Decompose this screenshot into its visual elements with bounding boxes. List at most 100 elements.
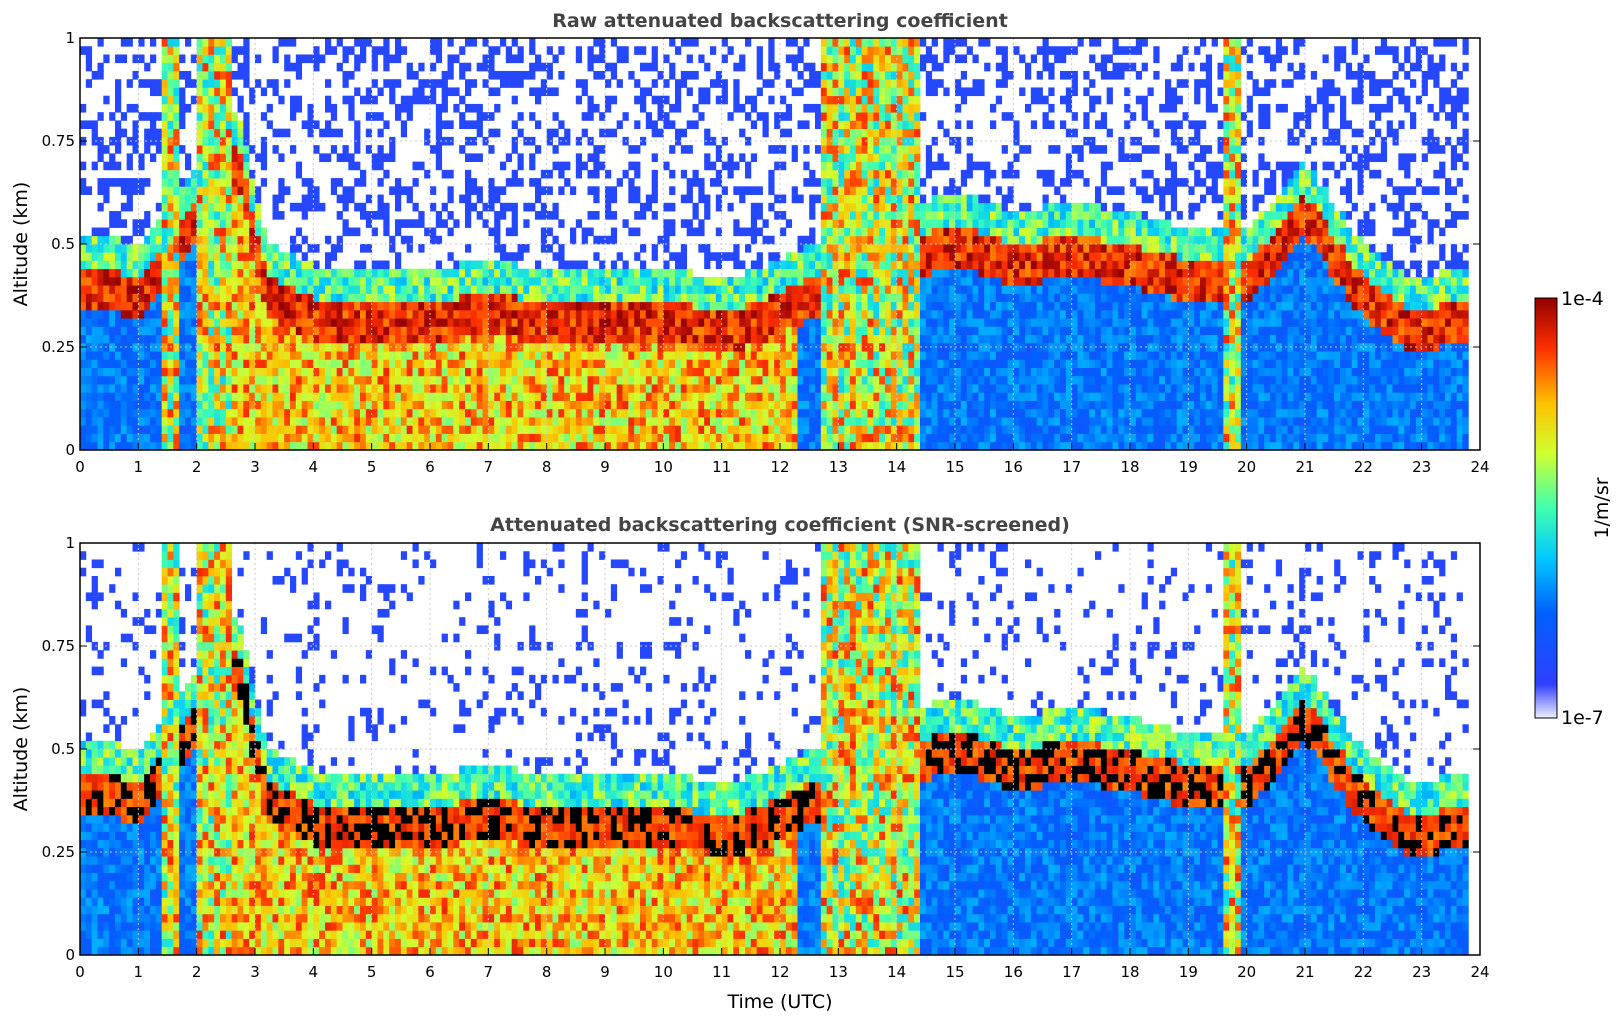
heatmap-cell [185, 260, 191, 269]
heatmap-cell [296, 401, 302, 410]
heatmap-cell [617, 277, 623, 286]
heatmap-cell [173, 170, 179, 179]
heatmap-cell [453, 351, 459, 360]
heatmap-cell [407, 384, 413, 393]
heatmap-cell [80, 277, 86, 286]
heatmap-cell [850, 425, 856, 434]
heatmap-cell [138, 244, 144, 253]
heatmap-cell [203, 359, 209, 368]
heatmap-cell [488, 318, 494, 327]
heatmap-cell [792, 401, 798, 410]
heatmap-cell [92, 71, 98, 80]
heatmap-cell [500, 368, 506, 377]
heatmap-cell [652, 170, 658, 179]
heatmap-cell [763, 120, 769, 129]
heatmap-cell [868, 186, 874, 195]
heatmap-cell [255, 236, 261, 245]
heatmap-cell [86, 269, 92, 278]
heatmap-cell [109, 368, 115, 377]
heatmap-cell [698, 285, 704, 294]
heatmap-cell [453, 401, 459, 410]
heatmap-cell [512, 203, 518, 212]
heatmap-cell [214, 293, 220, 302]
heatmap-cell [844, 186, 850, 195]
heatmap-cell [238, 351, 244, 360]
heatmap-cell [879, 409, 885, 418]
heatmap-cell [704, 425, 710, 434]
heatmap-cell [407, 326, 413, 335]
heatmap-cell [687, 434, 693, 443]
heatmap-cell [529, 162, 535, 171]
heatmap-cell [191, 293, 197, 302]
heatmap-cell [885, 335, 891, 344]
heatmap-cell [518, 129, 524, 138]
heatmap-cell [162, 178, 168, 187]
heatmap-cell [844, 269, 850, 278]
heatmap-cell [558, 302, 564, 311]
heatmap-cell [512, 54, 518, 63]
heatmap-cell [121, 384, 127, 393]
heatmap-cell [500, 293, 506, 302]
heatmap-cell [879, 442, 885, 451]
heatmap-cell [704, 211, 710, 220]
heatmap-cell [862, 376, 868, 385]
heatmap-cell [302, 417, 308, 426]
heatmap-cell [103, 318, 109, 327]
heatmap-cell [273, 318, 279, 327]
heatmap-cell [710, 293, 716, 302]
heatmap-cell [302, 293, 308, 302]
heatmap-cell [891, 244, 897, 253]
heatmap-cell [850, 38, 856, 47]
heatmap-cell [547, 228, 553, 237]
heatmap-cell [436, 277, 442, 286]
heatmap-cell [191, 302, 197, 311]
heatmap-cell [856, 260, 862, 269]
heatmap-cell [821, 120, 827, 129]
heatmap-cell [541, 359, 547, 368]
heatmap-cell [232, 318, 238, 327]
heatmap-cell [319, 442, 325, 451]
heatmap-cell [173, 277, 179, 286]
heatmap-cell [92, 260, 98, 269]
heatmap-cell [232, 112, 238, 121]
heatmap-cell [862, 96, 868, 105]
heatmap-cell [873, 186, 879, 195]
heatmap-cell [850, 392, 856, 401]
heatmap-cell [348, 425, 354, 434]
heatmap-cell [220, 335, 226, 344]
heatmap-cell [512, 170, 518, 179]
heatmap-cell [844, 376, 850, 385]
heatmap-cell [255, 376, 261, 385]
heatmap-cell [623, 170, 629, 179]
heatmap-cell [786, 269, 792, 278]
heatmap-cell [197, 46, 203, 55]
heatmap-cell [897, 434, 903, 443]
heatmap-cell [821, 392, 827, 401]
heatmap-cell [278, 359, 284, 368]
heatmap-cell [115, 310, 121, 319]
heatmap-cell [407, 368, 413, 377]
heatmap-cell [500, 326, 506, 335]
heatmap-cell [337, 434, 343, 443]
heatmap-cell [745, 368, 751, 377]
heatmap-cell [372, 162, 378, 171]
heatmap-cell [308, 269, 314, 278]
heatmap-cell [751, 96, 757, 105]
heatmap-cell [558, 434, 564, 443]
heatmap-cell [407, 269, 413, 278]
heatmap-cell [459, 145, 465, 154]
heatmap-cell [238, 409, 244, 418]
heatmap-cell [844, 129, 850, 138]
heatmap-cell [150, 228, 156, 237]
heatmap-cell [413, 359, 419, 368]
heatmap-cell [278, 392, 284, 401]
heatmap-cell [716, 293, 722, 302]
heatmap-cell [634, 79, 640, 88]
heatmap-cell [722, 384, 728, 393]
heatmap-cell [803, 285, 809, 294]
heatmap-cell [815, 120, 821, 129]
heatmap-cell [833, 236, 839, 245]
heatmap-cell [80, 425, 86, 434]
heatmap-cell [255, 195, 261, 204]
heatmap-cell [728, 417, 734, 426]
